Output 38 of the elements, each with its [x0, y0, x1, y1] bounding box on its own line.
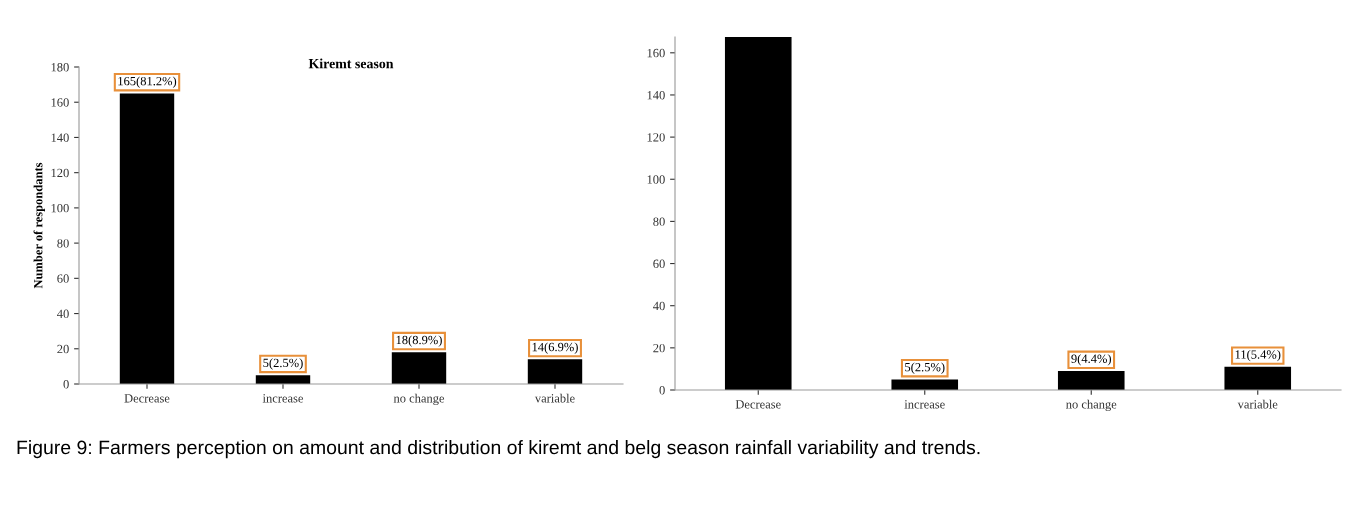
data-label: 14(6.9%) [532, 342, 578, 354]
x-tick-label: variable [534, 393, 575, 403]
y-tick-label: 20 [653, 343, 665, 353]
x-tick-label: no change [393, 393, 445, 406]
data-label: 5(2.5%) [263, 358, 303, 370]
y-tick-label: 0 [659, 386, 665, 395]
y-tick-label: 0 [63, 380, 69, 389]
y-tick-label: 100 [647, 175, 665, 184]
data-label: 18(8.9%) [396, 335, 442, 347]
y-tick-label: 120 [51, 168, 69, 178]
bar [724, 37, 792, 390]
x-tick-label: no change [1066, 399, 1117, 412]
y-axis-title: Number of respondants [33, 162, 45, 289]
data-label: 9(4.4%) [1071, 354, 1112, 366]
y-tick-label: 40 [57, 309, 69, 319]
y-tick-label: 160 [51, 98, 69, 107]
x-tick-label: Decrease [735, 400, 781, 409]
y-tick-label: 40 [653, 301, 665, 311]
y-tick-label: 80 [57, 239, 69, 248]
y-tick-label: 60 [653, 259, 665, 269]
chart-title: Kiremt season [308, 58, 394, 69]
x-tick-label: increase [904, 400, 945, 409]
y-tick-label: 140 [647, 90, 665, 100]
data-label: 5(2.5%) [905, 362, 945, 374]
y-tick-label: 140 [51, 133, 69, 142]
y-tick-label: 180 [51, 63, 69, 72]
caption: Figure 9: Farmers perception on amount and distribution of kiremt and belg season rainfall variability and trends. [17, 440, 980, 459]
y-tick-label: 80 [653, 217, 665, 226]
y-tick-label: 120 [647, 133, 665, 142]
y-tick-label: 20 [57, 344, 69, 354]
data-label: 165(81.2%) [118, 76, 177, 88]
x-tick-label: Decrease [124, 394, 170, 403]
y-tick-label: 160 [647, 48, 665, 58]
y-tick-label: 100 [51, 203, 69, 213]
data-label: 11(5.4%) [1235, 349, 1281, 362]
x-tick-label: variable [1237, 399, 1278, 409]
x-tick-label: increase [262, 394, 304, 403]
y-tick-label: 60 [57, 274, 69, 283]
